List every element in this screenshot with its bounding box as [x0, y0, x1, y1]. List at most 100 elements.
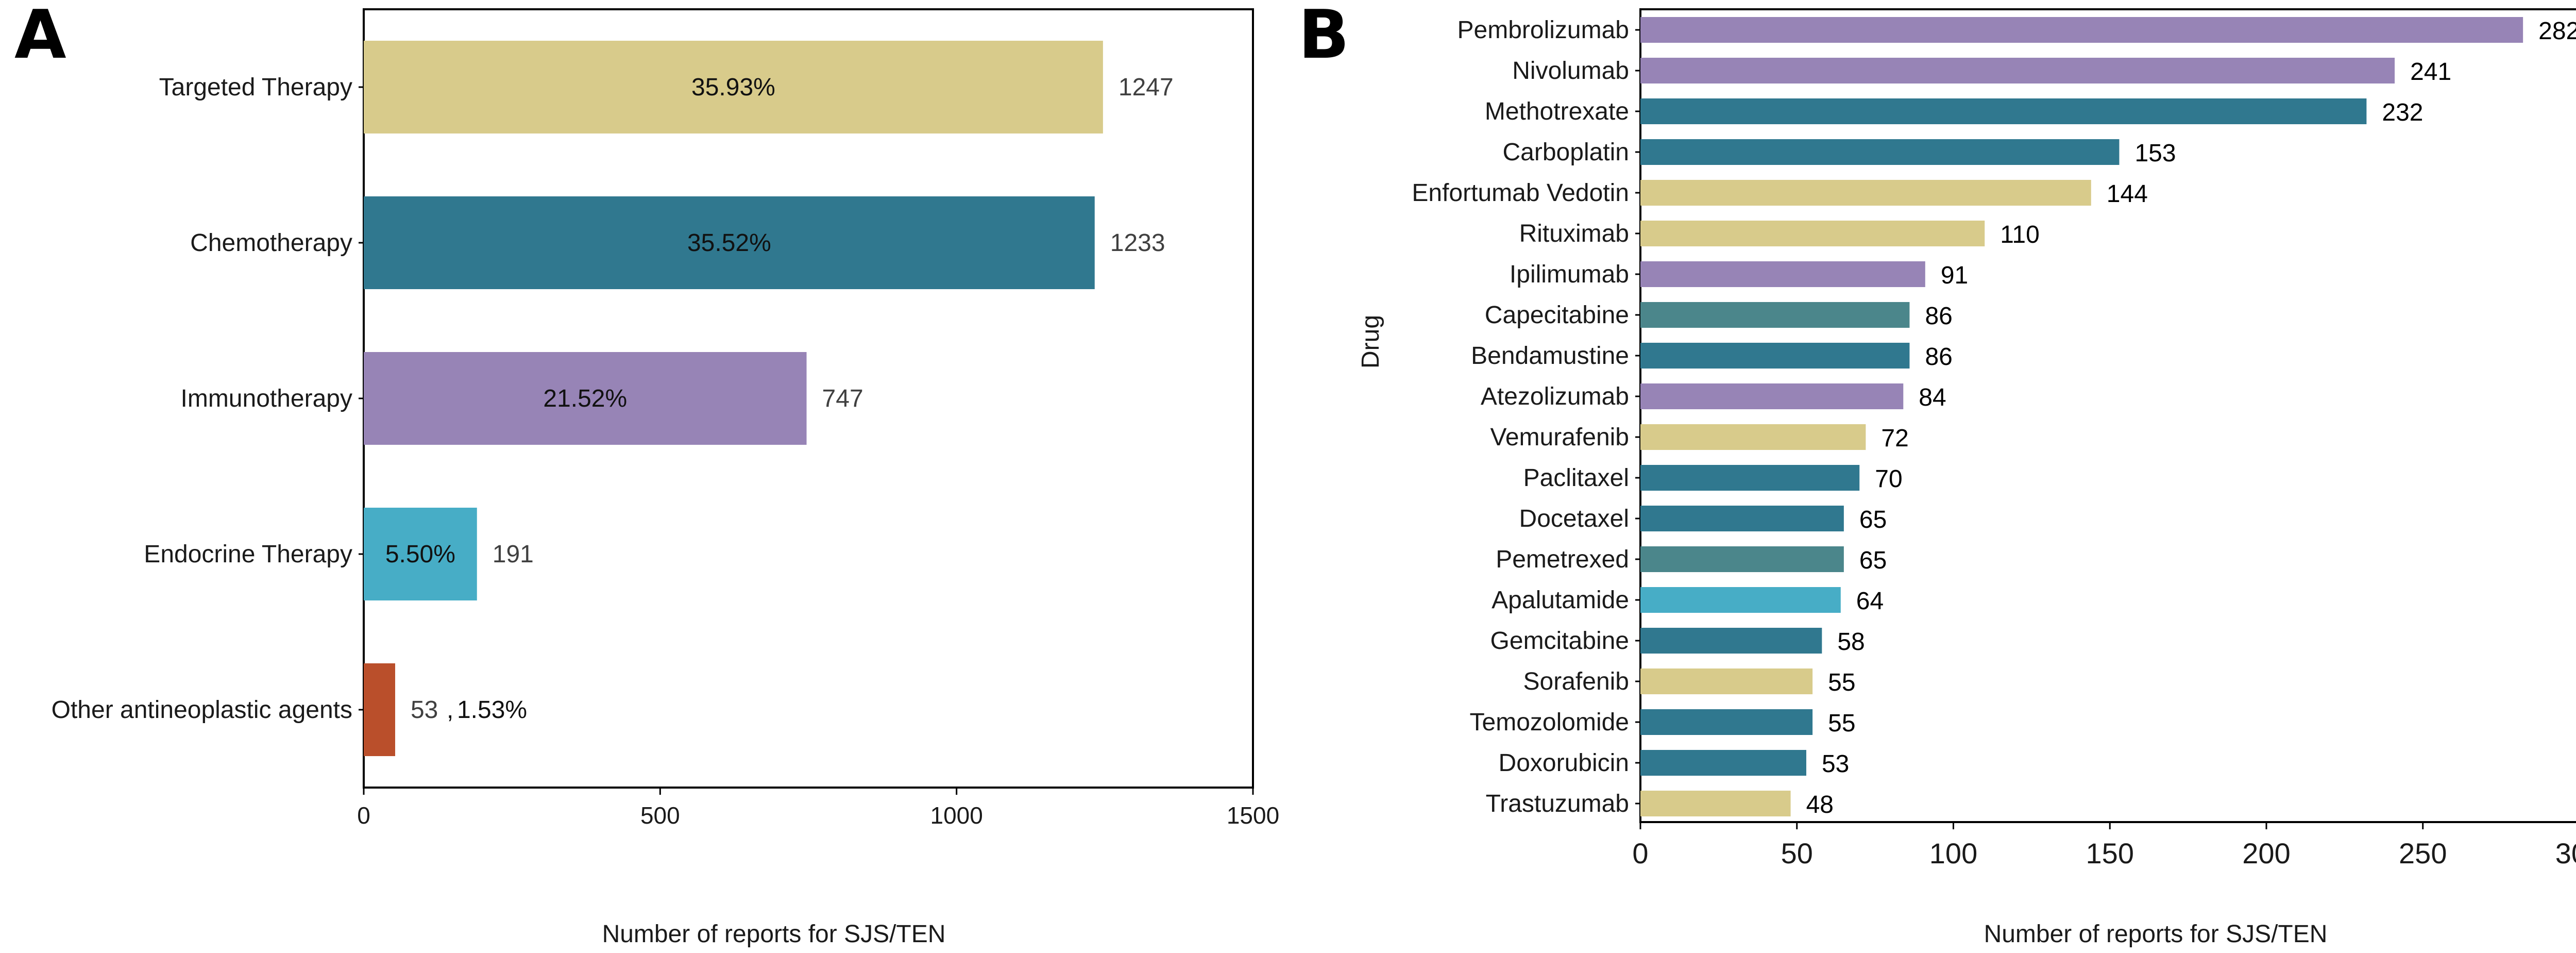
panel-b-plot-frame: [1639, 8, 2576, 823]
panel-b-value-label: 65: [1859, 506, 1887, 533]
panel-b-x-axis: 0 50 100 150 200 250 300: [1632, 822, 2576, 870]
panel-b-y-axis-title: Drug: [1357, 315, 1384, 369]
panel-b-bar-pemetrexed: [1640, 546, 1844, 572]
panel-b-chart: Pembrolizumab 282 Nivolumab 241 Methotrexate…: [1357, 8, 2576, 948]
panel-b-value-label: 144: [2107, 180, 2148, 208]
panel-b-bar-trastuzumab: [1640, 791, 1791, 816]
panel-a-category-label: Targeted Therapy: [159, 74, 352, 101]
panel-b-x-tick-label: 150: [2086, 837, 2134, 870]
panel-a-category-label: Immunotherapy: [181, 385, 353, 412]
panel-b-category-label: Gemcitabine: [1490, 627, 1629, 655]
panel-b-category-label: Paclitaxel: [1523, 464, 1629, 492]
panel-b-category-label: Docetaxel: [1519, 505, 1629, 532]
panel-b-bar-temozolomide: [1640, 709, 1813, 735]
panel-b-category-label: Ipilimumab: [1510, 261, 1629, 288]
panel-b-x-tick-label: 50: [1781, 837, 1813, 870]
panel-b-category-label: Sorafenib: [1523, 668, 1629, 695]
panel-a-percent-label: 35.52%: [687, 229, 771, 257]
panel-a-label-separator: ,: [447, 696, 453, 724]
panel-a-value-label: 53: [411, 696, 438, 724]
panel-a-percent-label: 35.93%: [691, 74, 775, 101]
panel-b-bar-bendamustine: [1640, 343, 1910, 369]
panel-b-value-label: 153: [2134, 140, 2176, 167]
panel-b-value-label: 110: [2000, 221, 2040, 248]
panel-b-bar-ipilimumab: [1640, 261, 1925, 287]
panel-a-value-label: 747: [822, 385, 863, 412]
panel-a-bar-targeted-therapy: [364, 41, 1103, 133]
panel-a-category-label: Endocrine Therapy: [144, 541, 352, 568]
panel-b-category-label: Trastuzumab: [1486, 790, 1629, 817]
panel-a-x-tick-label: 1500: [1227, 802, 1279, 829]
panel-a-x-tick-label: 0: [357, 802, 370, 829]
panel-b-bar-doxorubicin: [1640, 750, 1806, 776]
panel-b-bar-atezolizumab: [1640, 383, 1904, 409]
panel-a-category-label: Other antineoplastic agents: [52, 696, 352, 724]
panel-b-x-tick-label: 0: [1632, 837, 1648, 870]
panel-b-category-label: Atezolizumab: [1481, 383, 1629, 410]
panel-a-bar-chemotherapy: [364, 196, 1095, 289]
panel-a-value-label: 1247: [1118, 74, 1174, 101]
panel-a-x-tick-label: 1000: [930, 802, 982, 829]
panel-b-category-label: Pembrolizumab: [1458, 16, 1629, 44]
panel-a-bar-immunotherapy: [364, 352, 807, 445]
panel-a-value-label: 191: [493, 541, 534, 568]
panel-b-x-axis-title: Number of reports for SJS/TEN: [1984, 921, 2328, 948]
panel-b-bar-apalutamide: [1640, 587, 1841, 613]
panel-b-value-label: 72: [1881, 425, 1908, 452]
panel-a-letter: A: [14, 0, 66, 74]
panel-b-category-label: Pemetrexed: [1496, 546, 1629, 573]
panel-b-bar-capecitabine: [1640, 302, 1910, 328]
panel-a-bars: Targeted Therapy 35.93% 1247 Chemotherapy 35…: [52, 41, 1174, 756]
panel-b-category-label: Nivolumab: [1512, 57, 1629, 85]
panel-b-bar-carboplatin: [1640, 139, 2120, 165]
panel-b-bar-nivolumab: [1640, 58, 2395, 83]
panel-b-category-label: Rituximab: [1519, 220, 1629, 247]
panel-b-value-label: 282: [2538, 18, 2576, 45]
panel-b-value-label: 232: [2382, 99, 2423, 126]
panel-b-value-label: 55: [1828, 710, 1855, 737]
panel-b-category-label: Vemurafenib: [1490, 424, 1629, 451]
panel-b-category-label: Apalutamide: [1492, 587, 1629, 614]
panel-b-value-label: 70: [1875, 465, 1902, 493]
panel-b-value-label: 65: [1859, 547, 1887, 574]
panel-a-value-label: 1233: [1110, 229, 1165, 257]
panel-b-bar-rituximab: [1640, 221, 1985, 246]
panel-b-category-label: Bendamustine: [1471, 342, 1629, 370]
panel-a-percent-label: 5.50%: [385, 541, 455, 568]
panel-b-value-label: 91: [1941, 262, 1968, 289]
panel-a-percent-label: 1.53%: [457, 696, 527, 724]
panel-b-value-label: 58: [1837, 628, 1865, 656]
panel-b-bar-pembrolizumab: [1640, 17, 2523, 43]
panel-b-bars: Pembrolizumab 282 Nivolumab 241 Methotrexate…: [1412, 16, 2576, 818]
panel-b-bar-gemcitabine: [1640, 628, 1822, 654]
panel-b-category-label: Enfortumab Vedotin: [1412, 179, 1629, 207]
panel-a-x-axis: 0 500 1000 1500: [357, 788, 1279, 829]
panel-b-letter: B: [1298, 0, 1349, 74]
panel-b-bar-vemurafenib: [1640, 424, 1866, 450]
panel-b-value-label: 64: [1856, 588, 1884, 615]
panel-b-bar-enfortumab-vedotin: [1640, 180, 2091, 206]
panel-b-category-label: Temozolomide: [1470, 709, 1629, 736]
panel-a-bar-other-antineoplastic-agents: [364, 663, 395, 756]
panel-a-x-axis-title: Number of reports for SJS/TEN: [602, 921, 946, 948]
panel-b-bar-methotrexate: [1640, 98, 2367, 124]
panel-b-value-label: 55: [1828, 669, 1855, 696]
panel-b-bar-paclitaxel: [1640, 465, 1860, 491]
panel-b-category-label: Methotrexate: [1485, 98, 1629, 125]
panel-b-category-label: Doxorubicin: [1499, 749, 1629, 777]
panel-b-value-label: 241: [2410, 58, 2451, 86]
panel-b-category-label: Carboplatin: [1503, 139, 1629, 166]
panel-a-category-label: Chemotherapy: [190, 229, 352, 257]
panel-b-value-label: 53: [1822, 750, 1849, 778]
panel-a-percent-label: 21.52%: [543, 385, 627, 412]
panel-a-x-tick-label: 500: [640, 802, 680, 829]
panel-b-value-label: 86: [1925, 303, 1952, 330]
panel-b-value-label: 86: [1925, 343, 1952, 371]
panel-b-bar-docetaxel: [1640, 506, 1844, 531]
panel-b-value-label: 84: [1919, 384, 1946, 411]
panel-b-category-label: Capecitabine: [1485, 302, 1629, 329]
panel-b-bar-sorafenib: [1640, 668, 1813, 694]
panel-a-bar-endocrine-therapy: [364, 508, 477, 600]
panel-a-chart: Targeted Therapy 35.93% 1247 Chemotherapy 35…: [52, 8, 1279, 948]
